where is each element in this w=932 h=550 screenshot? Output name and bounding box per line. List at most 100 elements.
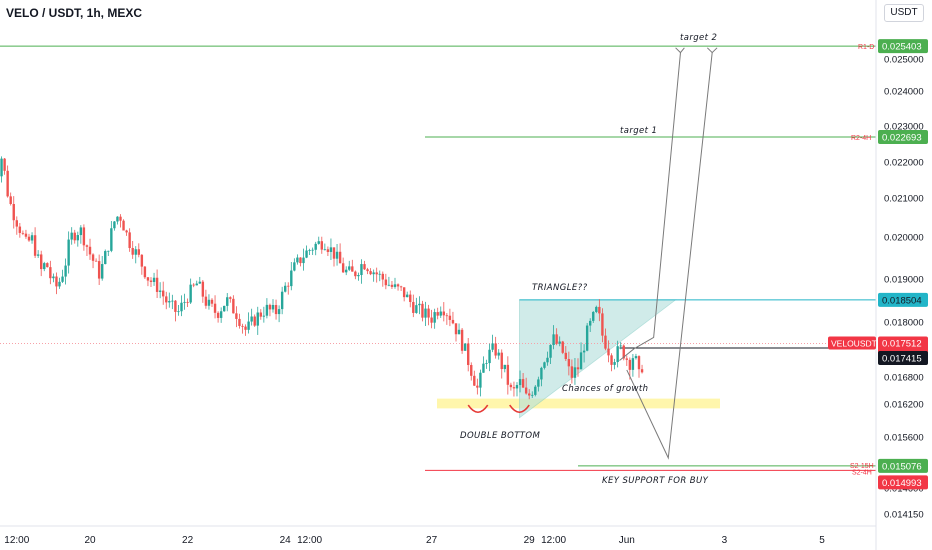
candle-body <box>567 359 571 367</box>
candle-body <box>329 247 333 252</box>
double-bottom-arc-2 <box>509 404 530 414</box>
candle-body <box>625 358 628 360</box>
candle-body <box>61 276 64 282</box>
candle-body <box>433 312 436 323</box>
candle-body <box>177 311 180 313</box>
candle-body <box>485 363 488 364</box>
candle-body <box>314 243 317 250</box>
candle-body <box>613 362 616 365</box>
candle-body <box>171 300 174 302</box>
candle-body <box>561 341 564 353</box>
candle-body <box>622 345 625 359</box>
candle-body <box>338 251 342 264</box>
candle-body <box>30 235 34 241</box>
candle-body <box>351 266 354 272</box>
y-tick-label: 0.021000 <box>884 194 924 205</box>
candle-body <box>238 318 241 326</box>
candle-body <box>280 291 284 310</box>
candle-body <box>576 367 580 370</box>
price-badge-s2-4h-bg <box>878 475 928 490</box>
candle-body <box>46 263 49 268</box>
annotation-double-bottom: DOUBLE BOTTOM <box>460 431 540 441</box>
candle-body <box>607 348 610 356</box>
candle-body <box>12 204 15 221</box>
candle-body <box>186 301 189 303</box>
y-tick-label: 0.019000 <box>884 275 924 286</box>
candle-body <box>229 297 232 299</box>
candle-body <box>445 315 449 317</box>
candle-body <box>457 329 461 335</box>
candle-body <box>146 277 150 281</box>
candle-body <box>454 323 458 335</box>
candle-body <box>616 346 619 363</box>
candle-body <box>58 281 61 287</box>
candle-body <box>399 286 403 288</box>
y-tick-label: 0.016200 <box>884 400 924 411</box>
candle-body <box>378 273 381 275</box>
candle-body <box>354 271 357 277</box>
candle-body <box>470 365 473 376</box>
annotation-chances: Chances of growth <box>562 384 648 394</box>
candle-body <box>140 254 144 267</box>
candle-body <box>491 343 494 350</box>
candle-body <box>152 277 156 282</box>
projection-path-1 <box>619 52 681 361</box>
candle-body <box>424 308 427 318</box>
candle-body <box>393 284 397 287</box>
candle-body <box>195 283 198 286</box>
candle-body <box>183 301 186 303</box>
candle-body <box>213 303 217 313</box>
candle-body <box>33 235 37 256</box>
candle-body <box>247 321 250 330</box>
candle-body <box>430 317 433 323</box>
candle-body <box>524 387 528 394</box>
candle-body <box>634 356 638 359</box>
tag-r1-d: R1-D <box>858 44 874 51</box>
candle-body <box>497 352 500 356</box>
x-tick-label: 20 <box>84 535 96 546</box>
tag-s2-15h: S2-15H <box>850 463 874 470</box>
candle-body <box>94 260 98 262</box>
candle-body <box>442 311 445 316</box>
candle-body <box>406 294 409 298</box>
candle-body <box>512 387 516 389</box>
candle-body <box>134 249 137 255</box>
candle-body <box>326 249 330 252</box>
candle-body <box>418 303 421 306</box>
candle-body <box>268 304 272 310</box>
candle-body <box>73 232 76 241</box>
candle-body <box>219 311 223 318</box>
y-tick-label: 0.023000 <box>884 122 924 133</box>
candle-body <box>320 241 323 250</box>
candle-body <box>277 309 281 315</box>
candle-body <box>21 232 25 234</box>
x-tick-label: 22 <box>182 535 194 546</box>
price-badge-r2: 0.022693 <box>882 133 922 144</box>
candle-body <box>463 343 467 351</box>
candle-body <box>131 247 134 255</box>
candle-body <box>88 246 92 255</box>
candle-body <box>558 341 561 344</box>
candle-body <box>598 306 601 314</box>
y-tick-label: 0.014150 <box>884 510 924 521</box>
candle-body <box>226 297 229 306</box>
x-tick-label: Jun <box>619 535 635 546</box>
candle-body <box>375 272 378 275</box>
candle-body <box>564 352 567 360</box>
candle-body <box>528 393 531 396</box>
chart-title: VELO / USDT, 1h, MEXC <box>6 6 143 20</box>
candle-body <box>293 262 296 271</box>
x-tick-label: 3 <box>722 535 728 546</box>
candle-body <box>244 326 247 330</box>
candle-body <box>610 355 613 365</box>
candle-body <box>573 367 577 378</box>
candle-body <box>308 250 311 251</box>
candle-body <box>637 356 641 370</box>
candle-body <box>305 250 308 258</box>
candle-body <box>15 220 18 227</box>
candle-body <box>125 230 128 233</box>
currency-button[interactable]: USDT <box>884 4 924 22</box>
candle-body <box>70 232 73 240</box>
